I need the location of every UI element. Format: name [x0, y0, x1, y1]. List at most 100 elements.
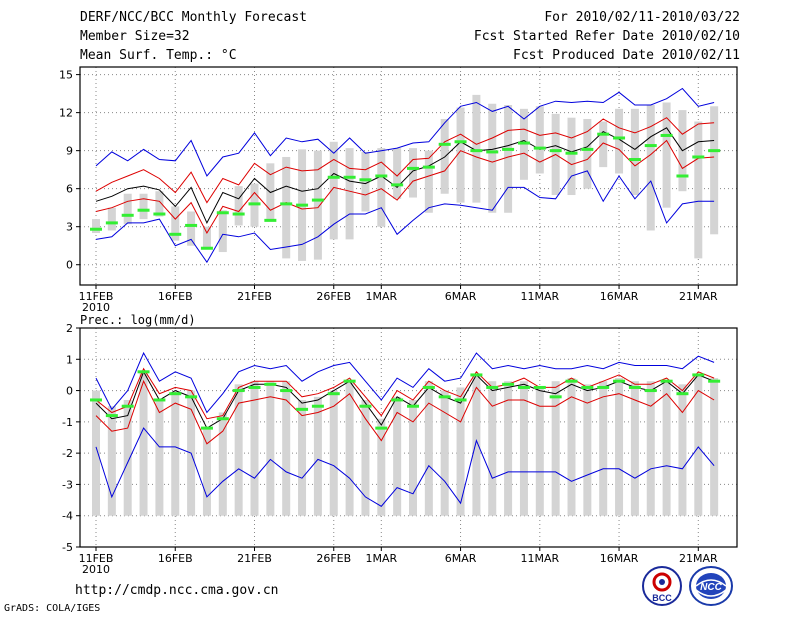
- median-mark: [296, 203, 309, 207]
- x-year-label: 2010: [82, 301, 110, 314]
- bcc-logo-text: BCC: [652, 593, 672, 603]
- x-tick-label: 26FEB: [316, 290, 351, 303]
- median-mark: [121, 213, 134, 217]
- ensemble-box: [377, 148, 386, 227]
- ensemble-box: [92, 390, 100, 516]
- median-mark: [296, 407, 309, 411]
- median-mark: [644, 144, 657, 148]
- x-tick-label: 1MAR: [365, 552, 397, 565]
- x-tick-label: 21FEB: [237, 290, 272, 303]
- median-mark: [216, 211, 229, 215]
- median-mark: [311, 404, 324, 408]
- median-mark: [200, 246, 213, 250]
- precip-panel-title: Prec.: log(mm/d): [80, 313, 196, 327]
- ensemble-box: [313, 396, 322, 516]
- median-mark: [407, 404, 419, 408]
- ensemble-box: [504, 105, 513, 213]
- median-mark: [581, 385, 594, 389]
- median-mark: [533, 146, 546, 150]
- min-line: [95, 170, 715, 264]
- median-mark: [137, 208, 150, 212]
- bcc-logo: BCC: [642, 566, 682, 606]
- median-mark: [676, 174, 689, 178]
- median-mark: [137, 370, 150, 374]
- x-year-label: 2010: [82, 563, 110, 576]
- ensemble-box: [313, 150, 322, 260]
- median-mark: [327, 175, 340, 179]
- ensemble-box: [123, 193, 132, 225]
- ensemble-box: [123, 399, 132, 516]
- ensemble-box: [583, 384, 592, 516]
- median-mark: [280, 202, 293, 206]
- ensemble-box: [329, 390, 338, 516]
- y-tick-label: 9: [66, 145, 73, 158]
- ensemble-box: [409, 399, 417, 516]
- median-mark: [692, 373, 705, 377]
- chart-title: DERF/NCC/BCC Monthly Forecast: [80, 10, 307, 25]
- ensemble-box: [282, 156, 291, 259]
- median-mark: [153, 398, 166, 402]
- median-mark: [517, 141, 530, 145]
- ensemble-box: [519, 381, 528, 516]
- ensemble-box: [282, 381, 291, 516]
- median-mark: [549, 149, 562, 153]
- median-mark: [200, 426, 213, 430]
- x-tick-label: 21FEB: [237, 552, 272, 565]
- ensemble-box: [345, 381, 354, 516]
- ensemble-box: [139, 371, 148, 516]
- ensemble-box: [139, 193, 148, 220]
- median-mark: [248, 385, 261, 389]
- median-mark: [533, 385, 546, 389]
- ensemble-box: [694, 121, 703, 259]
- ensemble-box: [615, 378, 624, 516]
- x-tick-label: 6MAR: [445, 552, 477, 565]
- median-mark: [502, 382, 515, 386]
- spread-lower-line: [95, 379, 715, 445]
- median-mark: [581, 147, 594, 151]
- forecast-period: For 2010/02/11-2010/03/22: [544, 10, 740, 25]
- median-mark: [613, 379, 626, 383]
- ensemble-box: [171, 206, 180, 241]
- median-mark: [565, 151, 578, 155]
- ensemble-box: [409, 148, 417, 198]
- median-mark: [169, 392, 182, 396]
- ncc-logo: NCC: [689, 566, 733, 606]
- median-mark: [644, 389, 657, 393]
- ensemble-box: [710, 378, 719, 516]
- ensemble-box: [266, 381, 275, 516]
- median-mark: [628, 158, 641, 162]
- median-mark: [597, 132, 610, 136]
- ensemble-box: [567, 117, 576, 196]
- max-line: [95, 351, 715, 414]
- x-tick-label: 6MAR: [445, 290, 477, 303]
- x-tick-label: 16MAR: [600, 290, 639, 303]
- median-mark: [486, 150, 499, 154]
- median-mark: [676, 392, 689, 396]
- x-tick-label: 11FEB: [79, 552, 114, 565]
- ensemble-box: [424, 150, 433, 213]
- y-tick-label: 0: [66, 259, 73, 272]
- ensemble-box: [456, 107, 465, 203]
- median-mark: [692, 155, 705, 159]
- y-tick-label: 2: [66, 322, 73, 335]
- median-mark: [232, 389, 245, 393]
- median-mark: [613, 136, 626, 140]
- ensemble-box: [488, 103, 497, 213]
- median-mark: [264, 382, 277, 386]
- median-mark: [359, 178, 372, 182]
- median-mark: [232, 212, 245, 216]
- median-mark: [121, 404, 134, 408]
- ensemble-box: [202, 428, 211, 516]
- median-mark: [153, 212, 166, 216]
- source-url[interactable]: http://cmdp.ncc.cma.gov.cn: [75, 583, 279, 598]
- x-tick-label: 11FEB: [79, 290, 114, 303]
- grads-credit: GrADS: COLA/IGES: [4, 603, 101, 614]
- median-mark: [264, 218, 277, 222]
- ensemble-box: [710, 106, 719, 235]
- x-tick-label: 16FEB: [158, 552, 193, 565]
- ensemble-box: [218, 210, 227, 253]
- ensemble-box: [472, 374, 481, 516]
- median-mark: [517, 385, 530, 389]
- ensemble-box: [250, 381, 259, 516]
